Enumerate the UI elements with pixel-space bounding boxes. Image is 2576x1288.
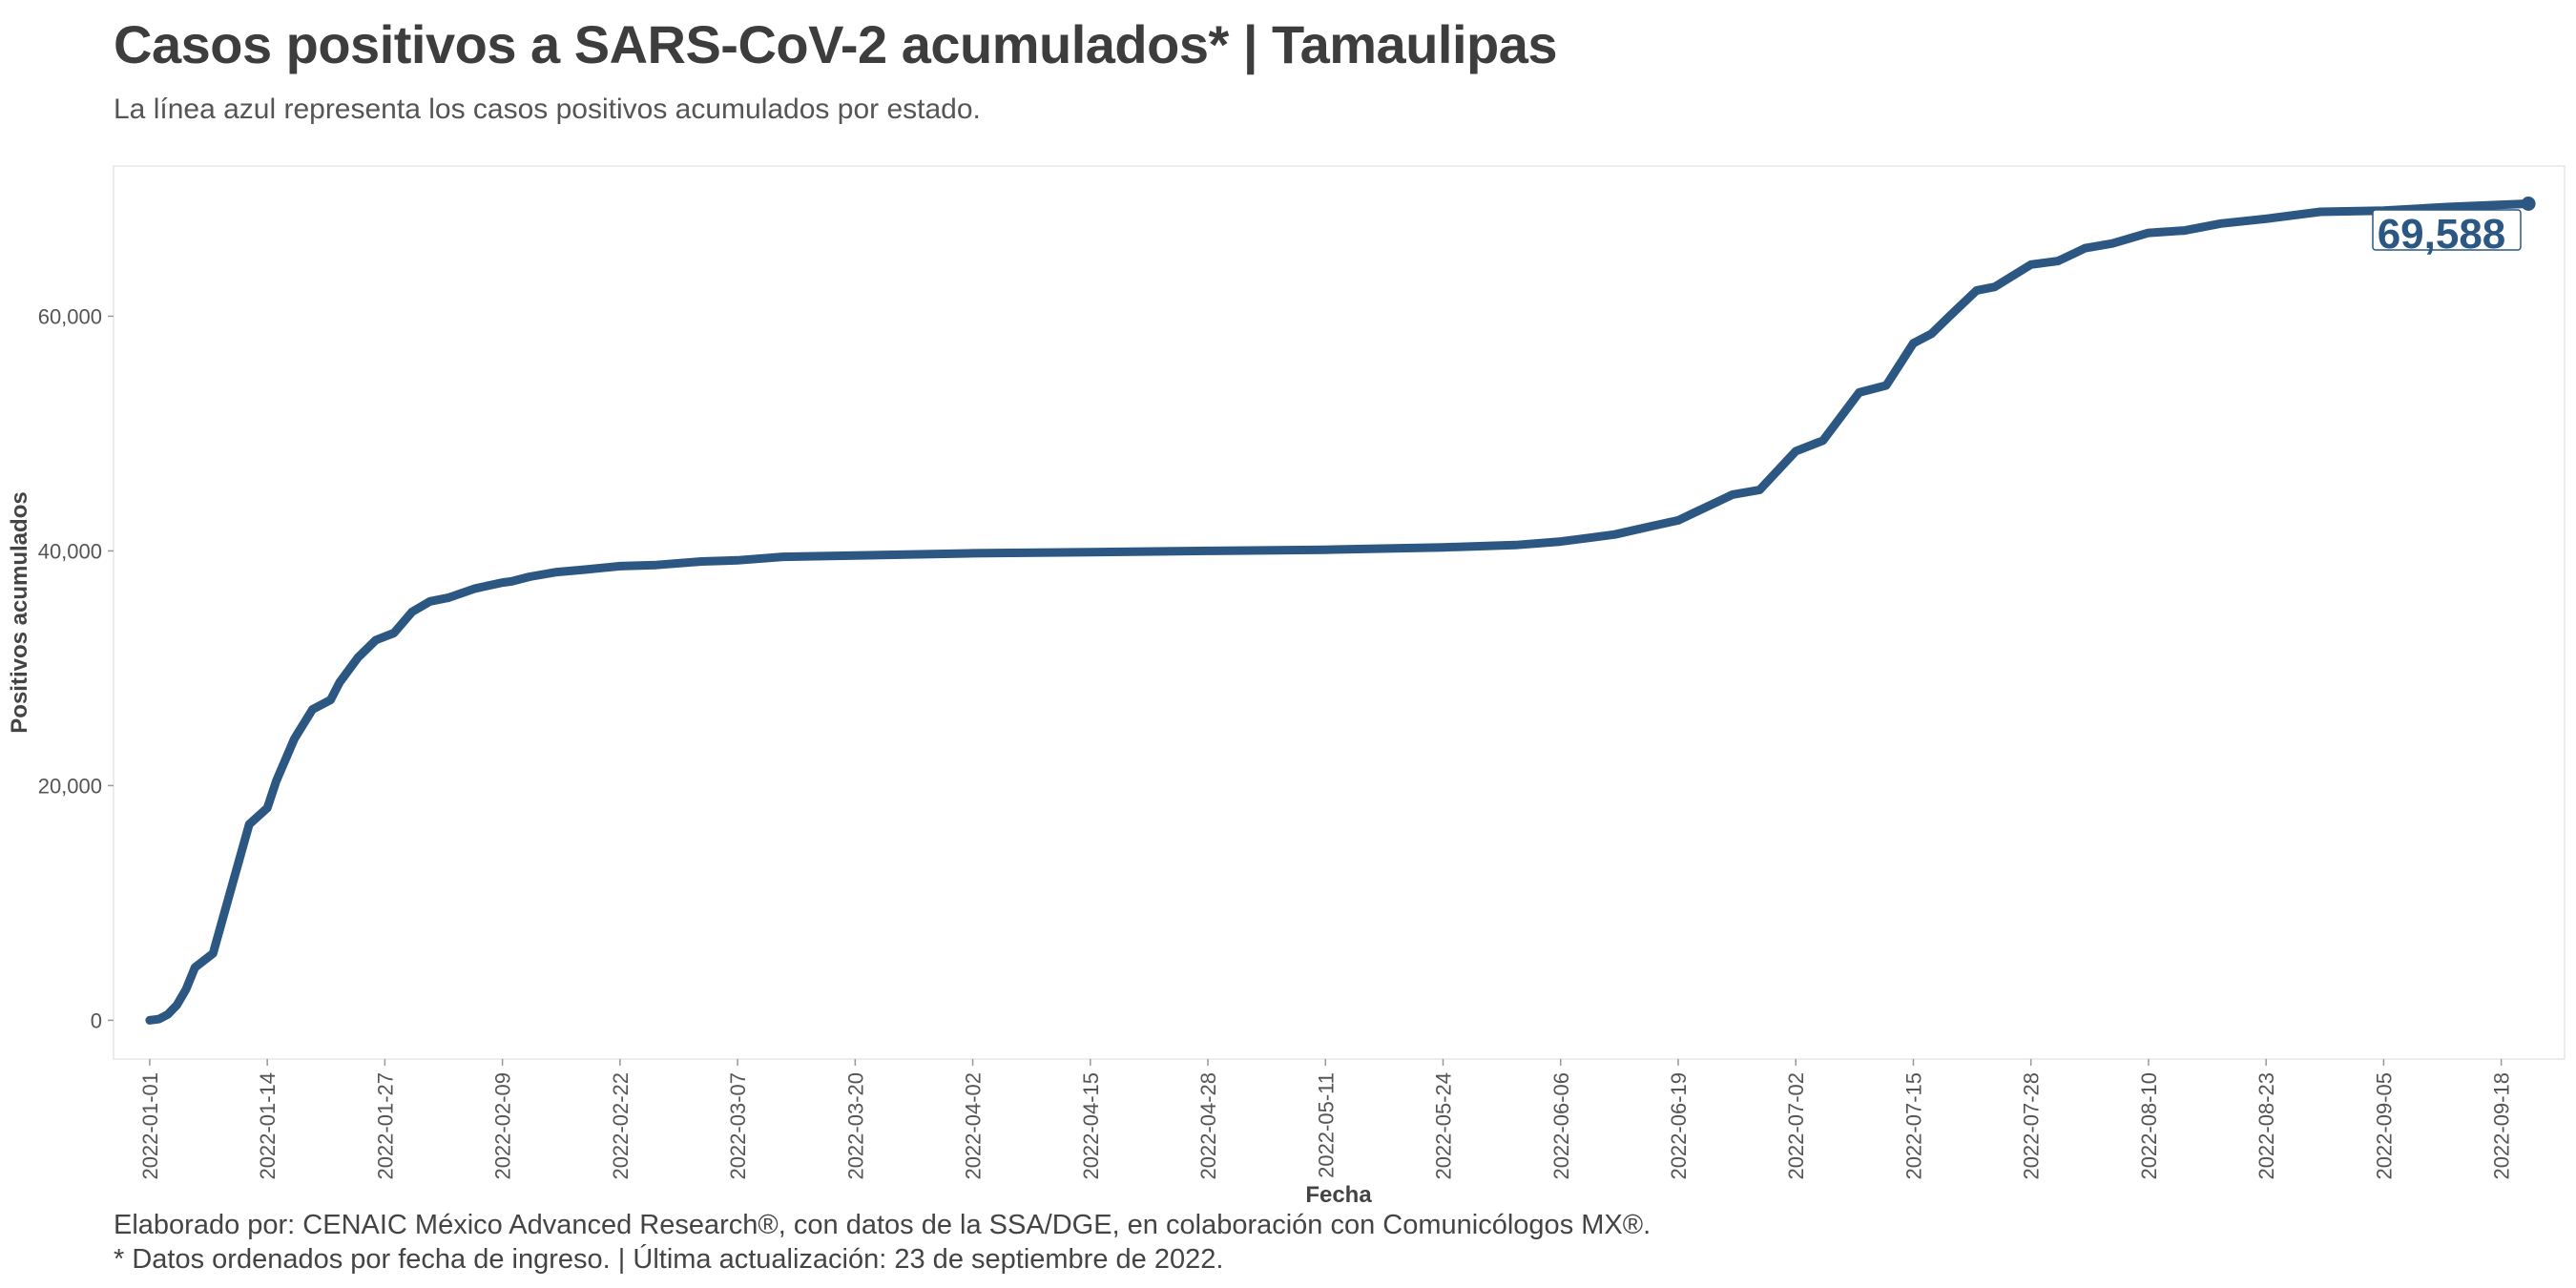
x-tick-label: 2022-01-27	[373, 1072, 397, 1180]
x-tick-label: 2022-05-24	[1432, 1072, 1456, 1180]
x-tick-label: 2022-08-10	[2137, 1072, 2161, 1180]
x-tick-label: 2022-04-02	[962, 1072, 986, 1180]
plot-panel	[113, 165, 2566, 1060]
x-tick-label: 2022-03-20	[843, 1072, 867, 1180]
x-tick-label: 2022-04-28	[1196, 1072, 1220, 1180]
y-tick-label: 40,000	[38, 539, 102, 563]
x-tick-label: 2022-07-28	[2020, 1072, 2044, 1180]
y-tick-label: 20,000	[38, 774, 102, 798]
chart-title: Casos positivos a SARS-CoV-2 acumulados*…	[114, 14, 1558, 74]
x-tick-label: 2022-07-15	[1901, 1072, 1925, 1180]
end-value-label-box	[2372, 209, 2522, 251]
end-value-label: 69,588	[2378, 211, 2506, 258]
x-tick-label: 2022-01-01	[138, 1072, 162, 1180]
cumulative-cases-line	[145, 199, 2533, 1025]
x-tick-label: 2022-05-11	[1314, 1072, 1338, 1178]
x-tick-label: 2022-09-18	[2490, 1072, 2514, 1180]
x-tick-label: 2022-06-19	[1667, 1072, 1691, 1180]
x-tick-label: 2022-07-02	[1784, 1072, 1808, 1180]
y-tick-label: 60,000	[38, 304, 102, 328]
x-tick-label: 2022-03-07	[726, 1072, 750, 1180]
x-tick-label: 2022-08-23	[2254, 1072, 2278, 1180]
x-tick-label: 2022-09-05	[2372, 1072, 2396, 1180]
y-axis: 0 20,000 40,000 60,000	[38, 304, 114, 1032]
x-tick-label: 2022-01-14	[256, 1072, 280, 1180]
notes-caption: * Datos ordenados por fecha de ingreso. …	[114, 1244, 1224, 1275]
y-tick-label: 0	[91, 1008, 102, 1032]
chart-subtitle: La línea azul representa los casos posit…	[114, 93, 981, 125]
last-value-point	[2521, 197, 2536, 211]
x-axis: 2022-01-01 2022-01-14 2022-01-27 2022-02-09…	[138, 1059, 2514, 1180]
y-axis-title: Positivos acumulados	[7, 491, 32, 733]
x-tick-label: 2022-04-15	[1079, 1072, 1103, 1180]
x-axis-title: Fecha	[1305, 1182, 1372, 1208]
x-tick-label: 2022-02-22	[609, 1072, 633, 1180]
x-tick-label: 2022-02-09	[491, 1072, 515, 1180]
source-caption: Elaborado por: CENAIC México Advanced Re…	[114, 1210, 1652, 1240]
x-tick-label: 2022-06-06	[1549, 1072, 1573, 1180]
